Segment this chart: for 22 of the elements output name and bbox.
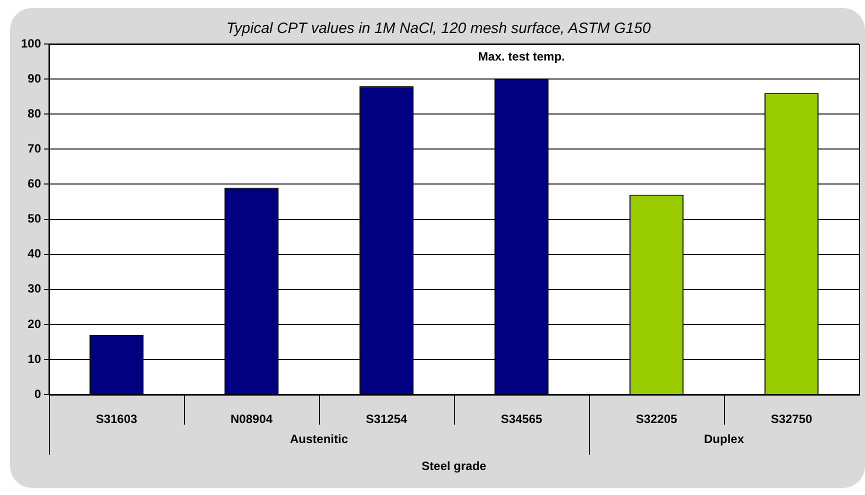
- y-tick-label: 40: [28, 246, 42, 261]
- y-tick-label: 70: [28, 141, 42, 156]
- x-tick-label: S31603: [96, 412, 138, 426]
- y-tick-label: 20: [28, 316, 42, 331]
- x-tick-label: S34565: [500, 412, 543, 426]
- text: Duplex: [704, 432, 744, 446]
- y-tick-label: 60: [28, 176, 42, 191]
- x-tick-label: S32750: [770, 412, 813, 426]
- y-tick-label: 100: [20, 36, 42, 50]
- y-tick-label: 30: [28, 282, 42, 296]
- annotation: Max. test temp.: [478, 49, 565, 64]
- y-tick-label: 90: [28, 71, 42, 86]
- y-tick-label: 10: [28, 352, 42, 366]
- chart-title: Typical CPT values in 1M NaCl, 120 mesh surface, ASTM G150: [226, 20, 652, 38]
- x-axis-title: Steel grade: [422, 458, 487, 473]
- y-tick-label: 0: [34, 386, 42, 401]
- y-tick-label: 50: [28, 212, 42, 226]
- x-tick-label: N08904: [230, 412, 273, 426]
- x-tick-label: S32205: [636, 412, 678, 426]
- x-tick-label: S31254: [366, 412, 408, 426]
- text: Austenitic: [290, 432, 348, 446]
- y-tick-label: 80: [28, 106, 42, 120]
